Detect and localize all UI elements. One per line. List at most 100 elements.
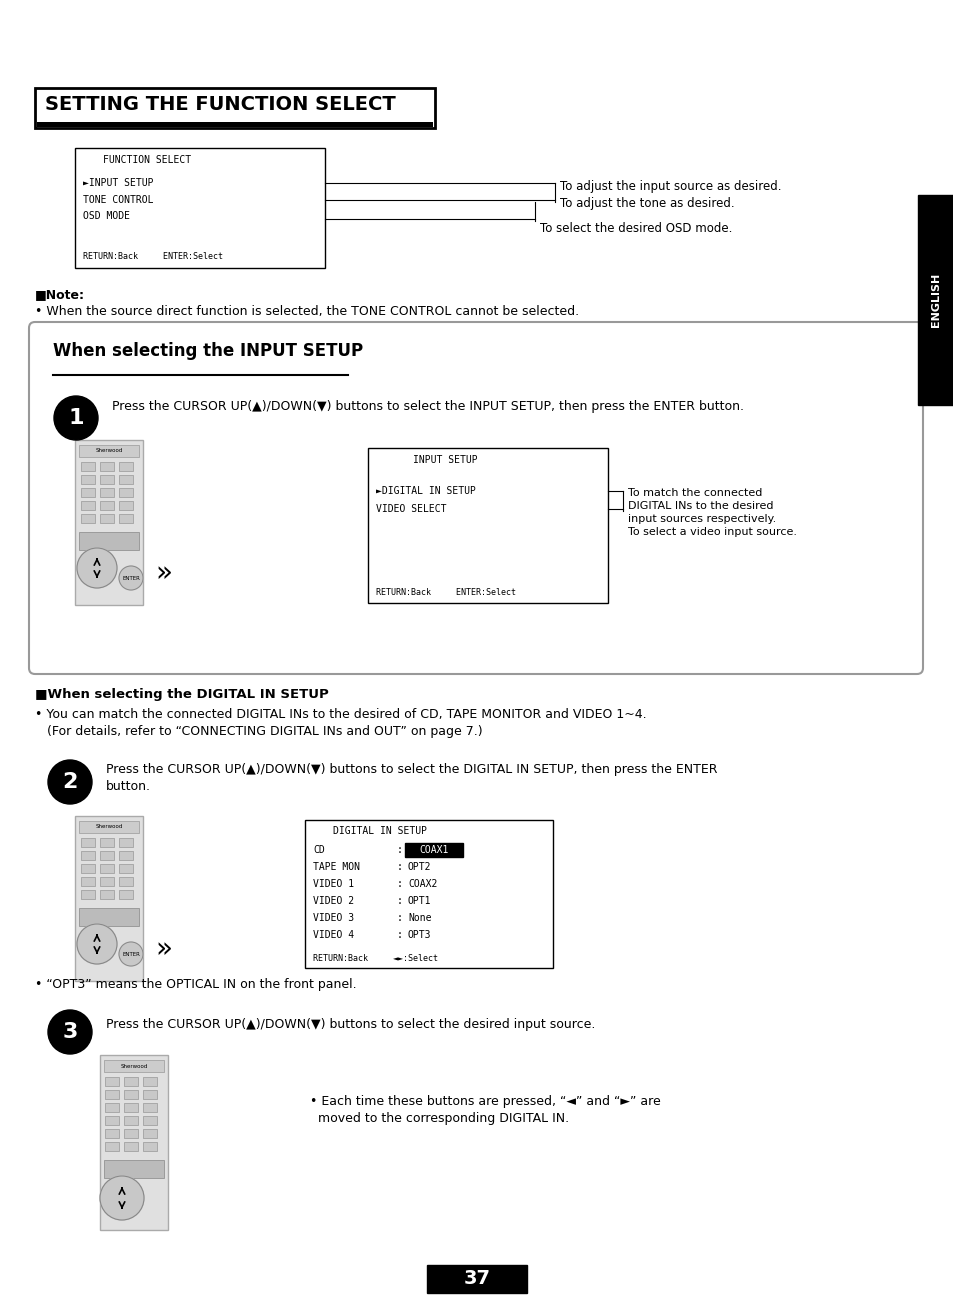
- Bar: [105, 1090, 119, 1099]
- Text: • Each time these buttons are pressed, “◄” and “►” are: • Each time these buttons are pressed, “…: [310, 1095, 660, 1108]
- Bar: [100, 474, 113, 484]
- Bar: [100, 838, 113, 847]
- Text: CD: CD: [313, 846, 324, 855]
- Bar: [305, 819, 553, 968]
- Bar: [143, 1077, 157, 1086]
- Circle shape: [77, 924, 117, 965]
- Text: :: :: [396, 846, 402, 855]
- Bar: [100, 488, 113, 497]
- Bar: [100, 461, 113, 471]
- Text: VIDEO 3: VIDEO 3: [313, 914, 354, 923]
- Circle shape: [100, 1176, 144, 1219]
- Text: Press the CURSOR UP(▲)/DOWN(▼) buttons to select the INPUT SETUP, then press the: Press the CURSOR UP(▲)/DOWN(▼) buttons t…: [112, 400, 743, 413]
- Text: ENTER: ENTER: [122, 951, 140, 957]
- Bar: [143, 1090, 157, 1099]
- Bar: [100, 501, 113, 510]
- Text: 2: 2: [62, 772, 77, 792]
- Bar: [105, 1142, 119, 1151]
- Text: (For details, refer to “CONNECTING DIGITAL INs and OUT” on page 7.): (For details, refer to “CONNECTING DIGIT…: [35, 725, 482, 738]
- Text: :: :: [396, 863, 402, 872]
- Text: »: »: [154, 935, 172, 963]
- Text: input sources respectively.: input sources respectively.: [627, 514, 776, 524]
- Bar: [119, 501, 132, 510]
- Bar: [105, 1129, 119, 1138]
- Bar: [81, 877, 95, 886]
- Text: To adjust the tone as desired.: To adjust the tone as desired.: [559, 197, 734, 210]
- Bar: [81, 474, 95, 484]
- Bar: [79, 821, 139, 833]
- Text: FUNCTION SELECT: FUNCTION SELECT: [103, 156, 191, 165]
- Bar: [35, 88, 435, 128]
- Text: To adjust the input source as desired.: To adjust the input source as desired.: [559, 180, 781, 193]
- Text: OPT1: OPT1: [408, 897, 431, 906]
- Text: RETURN:Back     ENTER:Select: RETURN:Back ENTER:Select: [83, 252, 223, 261]
- Bar: [119, 877, 132, 886]
- Bar: [119, 474, 132, 484]
- Text: Press the CURSOR UP(▲)/DOWN(▼) buttons to select the desired input source.: Press the CURSOR UP(▲)/DOWN(▼) buttons t…: [106, 1018, 595, 1031]
- Bar: [119, 514, 132, 523]
- Bar: [105, 1103, 119, 1112]
- Text: SETTING THE FUNCTION SELECT: SETTING THE FUNCTION SELECT: [45, 95, 395, 114]
- Bar: [119, 864, 132, 873]
- Bar: [124, 1116, 138, 1125]
- Bar: [100, 514, 113, 523]
- Bar: [100, 864, 113, 873]
- Text: :: :: [396, 880, 402, 889]
- Bar: [81, 488, 95, 497]
- Text: ENTER: ENTER: [122, 575, 140, 580]
- Bar: [81, 864, 95, 873]
- Text: RETURN:Back     ENTER:Select: RETURN:Back ENTER:Select: [375, 588, 516, 597]
- Bar: [124, 1142, 138, 1151]
- Text: ►DIGITAL IN SETUP: ►DIGITAL IN SETUP: [375, 486, 476, 495]
- Bar: [105, 1116, 119, 1125]
- Bar: [119, 890, 132, 899]
- Circle shape: [54, 396, 98, 440]
- Text: OPT3: OPT3: [408, 931, 431, 940]
- Text: • When the source direct function is selected, the TONE CONTROL cannot be select: • When the source direct function is sel…: [35, 305, 578, 318]
- Bar: [100, 851, 113, 860]
- Text: To select a video input source.: To select a video input source.: [627, 527, 796, 537]
- Bar: [124, 1077, 138, 1086]
- Bar: [405, 843, 462, 857]
- Text: »: »: [154, 559, 172, 587]
- Text: None: None: [408, 914, 431, 923]
- Text: COAX2: COAX2: [408, 880, 436, 889]
- Bar: [100, 1055, 168, 1230]
- Bar: [81, 838, 95, 847]
- Text: VIDEO SELECT: VIDEO SELECT: [375, 505, 446, 514]
- Text: To select the desired OSD mode.: To select the desired OSD mode.: [539, 222, 732, 235]
- Bar: [81, 514, 95, 523]
- Text: COAX1: COAX1: [419, 846, 448, 855]
- Text: ■When selecting the DIGITAL IN SETUP: ■When selecting the DIGITAL IN SETUP: [35, 687, 329, 701]
- Text: • You can match the connected DIGITAL INs to the desired of CD, TAPE MONITOR and: • You can match the connected DIGITAL IN…: [35, 708, 646, 721]
- Bar: [81, 851, 95, 860]
- Text: VIDEO 1: VIDEO 1: [313, 880, 354, 889]
- Text: button.: button.: [106, 780, 151, 793]
- Bar: [143, 1129, 157, 1138]
- Text: 1: 1: [69, 408, 84, 427]
- Text: When selecting the INPUT SETUP: When selecting the INPUT SETUP: [53, 342, 363, 359]
- Text: DIGITAL INs to the desired: DIGITAL INs to the desired: [627, 501, 773, 511]
- Text: VIDEO 4: VIDEO 4: [313, 931, 354, 940]
- Bar: [104, 1060, 164, 1072]
- Circle shape: [48, 1010, 91, 1053]
- Bar: [119, 838, 132, 847]
- Bar: [427, 1265, 526, 1293]
- Bar: [79, 444, 139, 457]
- Circle shape: [48, 759, 91, 804]
- Bar: [119, 488, 132, 497]
- Bar: [368, 448, 607, 603]
- Bar: [119, 461, 132, 471]
- Bar: [119, 851, 132, 860]
- Text: TONE CONTROL: TONE CONTROL: [83, 195, 153, 205]
- Text: VIDEO 2: VIDEO 2: [313, 897, 354, 906]
- Text: :: :: [396, 914, 402, 923]
- Text: To match the connected: To match the connected: [627, 488, 761, 498]
- Text: :: :: [396, 897, 402, 906]
- Text: RETURN:Back     ◄►:Select: RETURN:Back ◄►:Select: [313, 954, 437, 963]
- FancyBboxPatch shape: [29, 322, 923, 674]
- Text: OPT2: OPT2: [408, 863, 431, 872]
- Bar: [124, 1103, 138, 1112]
- Bar: [105, 1077, 119, 1086]
- Text: OSD MODE: OSD MODE: [83, 210, 130, 221]
